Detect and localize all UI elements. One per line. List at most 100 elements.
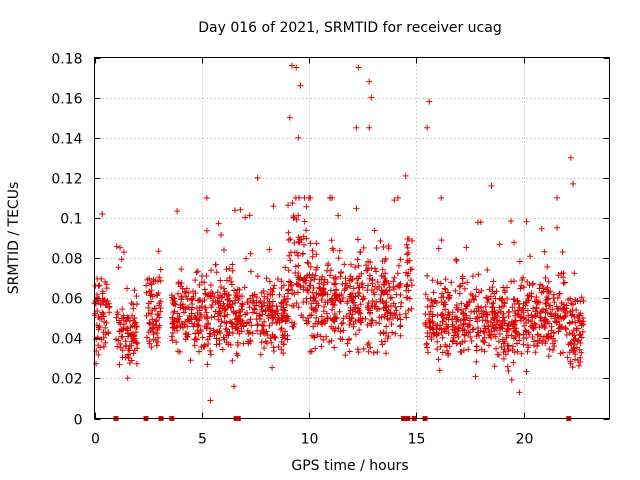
data-point	[391, 274, 398, 281]
data-point	[508, 278, 515, 285]
data-point	[505, 367, 512, 374]
data-point	[559, 249, 566, 256]
data-point	[488, 182, 495, 189]
data-point	[284, 336, 291, 343]
data-point	[288, 62, 295, 69]
data-point	[126, 360, 133, 367]
data-point	[459, 273, 466, 280]
data-point	[307, 194, 314, 201]
y-tick-label: 0	[74, 413, 83, 429]
data-point	[119, 333, 126, 340]
data-point	[239, 317, 246, 324]
data-point	[341, 261, 348, 268]
data-point	[524, 292, 531, 299]
data-point	[436, 367, 443, 374]
data-point	[237, 206, 244, 213]
data-point	[297, 82, 304, 89]
data-point	[213, 335, 220, 342]
data-point	[499, 303, 506, 310]
data-point	[371, 291, 378, 298]
data-point	[230, 383, 237, 390]
data-point	[153, 342, 160, 349]
data-point	[510, 359, 517, 366]
data-point	[496, 351, 503, 358]
data-point	[340, 294, 347, 301]
data-point	[309, 247, 316, 254]
data-point	[224, 297, 231, 304]
data-point	[453, 256, 460, 263]
data-point	[358, 270, 365, 277]
data-point	[485, 323, 492, 330]
data-point	[504, 295, 511, 302]
data-point	[356, 307, 363, 314]
y-tick-label: 0.04	[51, 332, 82, 348]
data-point	[369, 317, 376, 324]
data-point	[424, 303, 431, 310]
data-point	[511, 278, 518, 285]
data-point	[145, 304, 152, 311]
data-point	[574, 357, 581, 364]
data-point	[103, 285, 110, 292]
data-point	[134, 340, 141, 347]
data-point	[424, 349, 431, 356]
data-point	[192, 277, 199, 284]
data-point	[536, 285, 543, 292]
data-point	[573, 327, 580, 334]
data-point	[373, 268, 380, 275]
data-point	[313, 266, 320, 273]
data-point	[516, 258, 523, 265]
data-point	[207, 282, 214, 289]
data-point	[234, 339, 241, 346]
data-point	[329, 306, 336, 313]
data-point	[342, 275, 349, 282]
data-point	[254, 174, 261, 181]
data-point	[353, 205, 360, 212]
data-point	[191, 342, 198, 349]
data-point	[286, 114, 293, 121]
data-point	[427, 324, 434, 331]
data-point	[508, 376, 515, 383]
data-point	[475, 271, 482, 278]
data-point	[422, 291, 429, 298]
data-point	[238, 302, 245, 309]
data-point	[408, 282, 415, 289]
data-point	[222, 325, 229, 332]
data-point	[324, 262, 331, 269]
data-point	[100, 343, 107, 350]
data-point	[422, 321, 429, 328]
data-point	[146, 340, 153, 347]
data-point	[295, 262, 302, 269]
data-point	[363, 262, 370, 269]
data-point	[383, 323, 390, 330]
data-point	[335, 212, 342, 219]
data-point	[175, 348, 182, 355]
data-point	[525, 312, 532, 319]
data-point	[512, 334, 519, 341]
data-point	[130, 350, 137, 357]
data-point	[424, 272, 431, 279]
data-point	[395, 283, 402, 290]
data-point	[168, 333, 175, 340]
data-point	[188, 295, 195, 302]
data-point	[534, 331, 541, 338]
data-point	[221, 336, 228, 343]
data-point	[105, 329, 112, 336]
data-point	[570, 347, 577, 354]
data-point	[337, 273, 344, 280]
data-point	[184, 304, 191, 311]
data-point	[169, 329, 176, 336]
data-point	[258, 339, 265, 346]
data-point	[544, 263, 551, 270]
data-point	[524, 278, 531, 285]
data-point	[340, 327, 347, 334]
data-point	[301, 194, 308, 201]
x-tick-label: 0	[91, 432, 100, 448]
data-point	[148, 281, 155, 288]
data-point	[576, 311, 583, 318]
data-point	[359, 315, 366, 322]
data-point	[346, 321, 353, 328]
data-point	[547, 310, 554, 317]
data-point	[488, 328, 495, 335]
data-point	[307, 277, 314, 284]
data-point	[247, 295, 254, 302]
